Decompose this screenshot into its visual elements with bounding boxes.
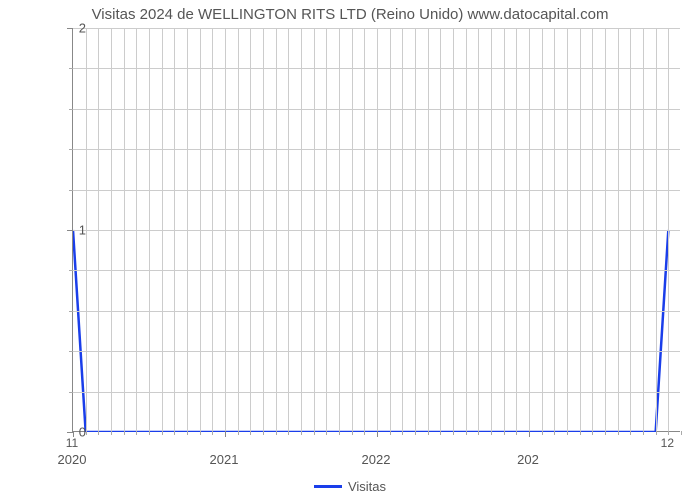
x-tick [377,431,378,437]
y-axis-label: 1 [79,223,86,238]
x-tick [225,431,226,437]
y-tick-minor [69,109,73,110]
x-tick-minor [187,431,188,435]
y-tick-minor [69,392,73,393]
y-axis-label: 2 [79,21,86,36]
x-tick-minor [136,431,137,435]
x-tick-minor [390,431,391,435]
x-tick-minor [288,431,289,435]
grid-line-h [73,28,680,29]
x-tick-minor [491,431,492,435]
x-tick-minor [124,431,125,435]
grid-line-h [73,270,680,271]
legend-swatch [314,485,342,488]
x-tick-minor [440,431,441,435]
x-tick-minor [250,431,251,435]
x-tick-minor [238,431,239,435]
x-tick-minor [276,431,277,435]
x-tick-minor [364,431,365,435]
x-tick-minor [668,431,669,435]
x-axis-minor-label: 11 [66,436,78,450]
x-tick-minor [428,431,429,435]
grid-line-h [73,68,680,69]
x-tick-minor [542,431,543,435]
x-tick-minor [618,431,619,435]
x-tick-minor [263,431,264,435]
x-tick [529,431,530,437]
grid-line-h [73,190,680,191]
x-axis-label: 2020 [58,452,87,467]
x-tick-minor [174,431,175,435]
x-axis-label: 202 [517,452,539,467]
x-tick-minor [339,431,340,435]
x-tick-minor [301,431,302,435]
x-tick-minor [212,431,213,435]
legend-item-visitas: Visitas [314,479,386,494]
x-tick-minor [605,431,606,435]
y-tick [67,230,73,231]
grid-line-h [73,392,680,393]
x-axis-minor-label: 12 [661,436,674,450]
grid-line-h [73,109,680,110]
x-tick-minor [453,431,454,435]
x-axis-label: 2021 [210,452,239,467]
plot-area [72,28,680,432]
legend: Visitas [0,475,700,494]
y-tick-minor [69,190,73,191]
y-tick-minor [69,311,73,312]
grid-line-h [73,311,680,312]
x-tick-minor [98,431,99,435]
chart-container: Visitas 2024 de WELLINGTON RITS LTD (Rei… [0,0,700,500]
y-tick-minor [69,270,73,271]
y-tick-minor [69,68,73,69]
x-tick-minor [554,431,555,435]
x-tick-minor [630,431,631,435]
x-tick-minor [643,431,644,435]
x-tick-minor [580,431,581,435]
x-tick-minor [681,431,682,435]
x-tick-minor [352,431,353,435]
x-tick-minor [326,431,327,435]
x-tick-minor [162,431,163,435]
x-tick-minor [200,431,201,435]
chart-title: Visitas 2024 de WELLINGTON RITS LTD (Rei… [0,6,700,23]
x-tick-minor [656,431,657,435]
grid-line-h [73,351,680,352]
x-axis-label: 2022 [362,452,391,467]
x-tick-minor [111,431,112,435]
x-tick-minor [516,431,517,435]
y-tick-minor [69,351,73,352]
y-tick-minor [69,149,73,150]
y-axis-label: 0 [79,425,86,440]
x-tick-minor [314,431,315,435]
x-tick-minor [415,431,416,435]
legend-label: Visitas [348,479,386,494]
x-tick-minor [149,431,150,435]
x-tick-minor [567,431,568,435]
y-tick [67,28,73,29]
grid-line-h [73,149,680,150]
grid-line-h [73,230,680,231]
x-tick-minor [466,431,467,435]
x-tick-minor [504,431,505,435]
x-tick-minor [478,431,479,435]
x-tick-minor [592,431,593,435]
x-tick-minor [402,431,403,435]
